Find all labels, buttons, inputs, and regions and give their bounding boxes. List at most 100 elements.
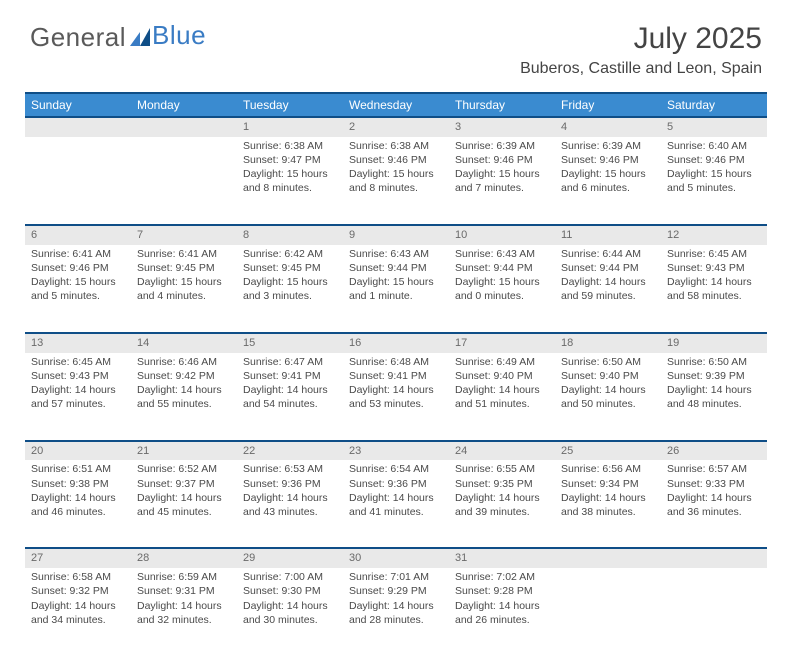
day-detail-row: Sunrise: 6:45 AMSunset: 9:43 PMDaylight:… [25, 353, 767, 441]
day-number-cell: 9 [343, 225, 449, 245]
day-number-cell: 28 [131, 548, 237, 568]
day-number-cell: 16 [343, 333, 449, 353]
daylight-text: Daylight: 14 hours and 48 minutes. [667, 383, 761, 411]
day-number-cell: 8 [237, 225, 343, 245]
sunrise-text: Sunrise: 6:48 AM [349, 355, 443, 369]
day-detail-cell: Sunrise: 6:56 AMSunset: 9:34 PMDaylight:… [555, 460, 661, 548]
day-detail-cell: Sunrise: 6:53 AMSunset: 9:36 PMDaylight:… [237, 460, 343, 548]
day-detail-cell: Sunrise: 6:39 AMSunset: 9:46 PMDaylight:… [449, 137, 555, 225]
daylight-text: Daylight: 14 hours and 43 minutes. [243, 491, 337, 519]
daylight-text: Daylight: 14 hours and 58 minutes. [667, 275, 761, 303]
day-number-cell: 25 [555, 441, 661, 461]
day-detail-cell [25, 137, 131, 225]
sunrise-text: Sunrise: 7:01 AM [349, 570, 443, 584]
daylight-text: Daylight: 14 hours and 28 minutes. [349, 599, 443, 627]
daylight-text: Daylight: 14 hours and 51 minutes. [455, 383, 549, 411]
daylight-text: Daylight: 15 hours and 8 minutes. [349, 167, 443, 195]
daylight-text: Daylight: 14 hours and 45 minutes. [137, 491, 231, 519]
sunset-text: Sunset: 9:44 PM [561, 261, 655, 275]
sunrise-text: Sunrise: 6:45 AM [31, 355, 125, 369]
sunset-text: Sunset: 9:36 PM [349, 477, 443, 491]
day-detail-cell: Sunrise: 6:51 AMSunset: 9:38 PMDaylight:… [25, 460, 131, 548]
sunset-text: Sunset: 9:30 PM [243, 584, 337, 598]
sunrise-text: Sunrise: 6:41 AM [31, 247, 125, 261]
day-header: Thursday [449, 93, 555, 117]
sunset-text: Sunset: 9:33 PM [667, 477, 761, 491]
day-detail-cell: Sunrise: 6:46 AMSunset: 9:42 PMDaylight:… [131, 353, 237, 441]
sunrise-text: Sunrise: 6:38 AM [243, 139, 337, 153]
daylight-text: Daylight: 14 hours and 55 minutes. [137, 383, 231, 411]
sunrise-text: Sunrise: 6:39 AM [455, 139, 549, 153]
sunrise-text: Sunrise: 6:50 AM [667, 355, 761, 369]
day-detail-row: Sunrise: 6:41 AMSunset: 9:46 PM Daylight:… [25, 245, 767, 333]
day-number-row: 6789101112 [25, 225, 767, 245]
sunrise-text: Sunrise: 6:43 AM [349, 247, 443, 261]
day-number-cell: 26 [661, 441, 767, 461]
day-number-cell: 24 [449, 441, 555, 461]
sunset-text: Sunset: 9:40 PM [561, 369, 655, 383]
sunset-text: Sunset: 9:43 PM [667, 261, 761, 275]
sunrise-text: Sunrise: 6:43 AM [455, 247, 549, 261]
sunset-text: Sunset: 9:28 PM [455, 584, 549, 598]
sunset-text: Sunset: 9:37 PM [137, 477, 231, 491]
day-number-cell: 21 [131, 441, 237, 461]
day-number-cell: 20 [25, 441, 131, 461]
sunset-text: Sunset: 9:47 PM [243, 153, 337, 167]
day-number-cell: 19 [661, 333, 767, 353]
day-number-cell: 5 [661, 117, 767, 137]
daylight-text: Daylight: 14 hours and 39 minutes. [455, 491, 549, 519]
day-header: Wednesday [343, 93, 449, 117]
day-detail-cell: Sunrise: 6:45 AMSunset: 9:43 PMDaylight:… [25, 353, 131, 441]
day-number-cell [131, 117, 237, 137]
daylight-text: Daylight: 14 hours and 30 minutes. [243, 599, 337, 627]
day-number-cell: 12 [661, 225, 767, 245]
day-detail-cell: Sunrise: 6:55 AMSunset: 9:35 PMDaylight:… [449, 460, 555, 548]
month-title: July 2025 [520, 22, 762, 56]
sunset-text: Sunset: 9:46 PM [455, 153, 549, 167]
sunset-text: Sunset: 9:40 PM [455, 369, 549, 383]
day-detail-cell: Sunrise: 6:59 AMSunset: 9:31 PMDaylight:… [131, 568, 237, 656]
day-detail-row: Sunrise: 6:51 AMSunset: 9:38 PMDaylight:… [25, 460, 767, 548]
daylight-text: Daylight: 15 hours and 0 minutes. [455, 275, 549, 303]
day-number-cell: 13 [25, 333, 131, 353]
sunset-text: Sunset: 9:46 PM [349, 153, 443, 167]
day-number-cell: 4 [555, 117, 661, 137]
day-number-cell: 27 [25, 548, 131, 568]
day-detail-cell: Sunrise: 6:43 AMSunset: 9:44 PMDaylight:… [343, 245, 449, 333]
day-number-cell: 30 [343, 548, 449, 568]
sunrise-text: Sunrise: 6:57 AM [667, 462, 761, 476]
day-number-cell: 15 [237, 333, 343, 353]
day-detail-cell: Sunrise: 6:39 AMSunset: 9:46 PMDaylight:… [555, 137, 661, 225]
day-number-cell: 10 [449, 225, 555, 245]
day-detail-cell: Sunrise: 7:02 AMSunset: 9:28 PMDaylight:… [449, 568, 555, 656]
day-number-cell: 11 [555, 225, 661, 245]
brand-name-1: General [30, 22, 126, 53]
day-number-cell: 1 [237, 117, 343, 137]
day-detail-cell: Sunrise: 6:41 AMSunset: 9:45 PMDaylight:… [131, 245, 237, 333]
day-detail-cell: Sunrise: 6:52 AMSunset: 9:37 PMDaylight:… [131, 460, 237, 548]
sunrise-text: Sunrise: 6:45 AM [667, 247, 761, 261]
sunset-text: Sunset: 9:46 PM [31, 261, 125, 275]
sunrise-text: Sunrise: 6:49 AM [455, 355, 549, 369]
sunrise-text: Sunrise: 6:56 AM [561, 462, 655, 476]
day-header: Tuesday [237, 93, 343, 117]
daylight-text: Daylight: 14 hours and 46 minutes. [31, 491, 125, 519]
sunrise-text: Sunrise: 6:53 AM [243, 462, 337, 476]
day-number-cell: 29 [237, 548, 343, 568]
sunset-text: Sunset: 9:36 PM [243, 477, 337, 491]
sunset-text: Sunset: 9:44 PM [349, 261, 443, 275]
day-number-cell: 14 [131, 333, 237, 353]
daylight-text: Daylight: 15 hours and 4 minutes. [137, 275, 231, 303]
day-header: Saturday [661, 93, 767, 117]
daylight-text: Daylight: 14 hours and 38 minutes. [561, 491, 655, 519]
day-detail-cell [661, 568, 767, 656]
day-header: Friday [555, 93, 661, 117]
day-detail-cell [131, 137, 237, 225]
daylight-text: Daylight: 14 hours and 54 minutes. [243, 383, 337, 411]
day-number-row: 20212223242526 [25, 441, 767, 461]
sunset-text: Sunset: 9:31 PM [137, 584, 231, 598]
sunrise-text: Sunrise: 6:39 AM [561, 139, 655, 153]
daylight-text: Daylight: 14 hours and 50 minutes. [561, 383, 655, 411]
daylight-text: Daylight: 15 hours and 6 minutes. [561, 167, 655, 195]
sunset-text: Sunset: 9:46 PM [667, 153, 761, 167]
